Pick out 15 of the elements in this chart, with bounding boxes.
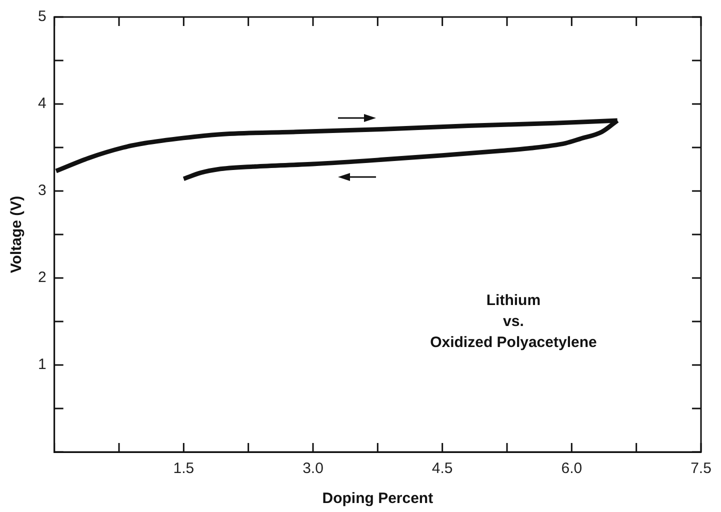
x-tick-label: 4.5 [432, 460, 453, 478]
x-tick-label: 6.0 [561, 460, 582, 478]
x-tick-label: 1.5 [173, 460, 194, 478]
y-tick-label: 2 [38, 269, 46, 286]
y-tick-label: 1 [38, 356, 46, 374]
x-axis-title: Doping Percent [322, 490, 434, 508]
y-tick-label: 4 [38, 95, 46, 112]
annotation: Oxidized Polyacetylene [430, 334, 597, 352]
x-tick-label: 3.0 [302, 460, 324, 478]
x-tick-label: 7.5 [690, 460, 712, 478]
y-tick-label: 5 [38, 8, 46, 26]
annotation: Lithium [486, 292, 541, 310]
y-tick-label: 3 [38, 182, 46, 200]
y-axis-title: Voltage (V) [8, 196, 26, 274]
annotation: vs. [503, 313, 524, 330]
